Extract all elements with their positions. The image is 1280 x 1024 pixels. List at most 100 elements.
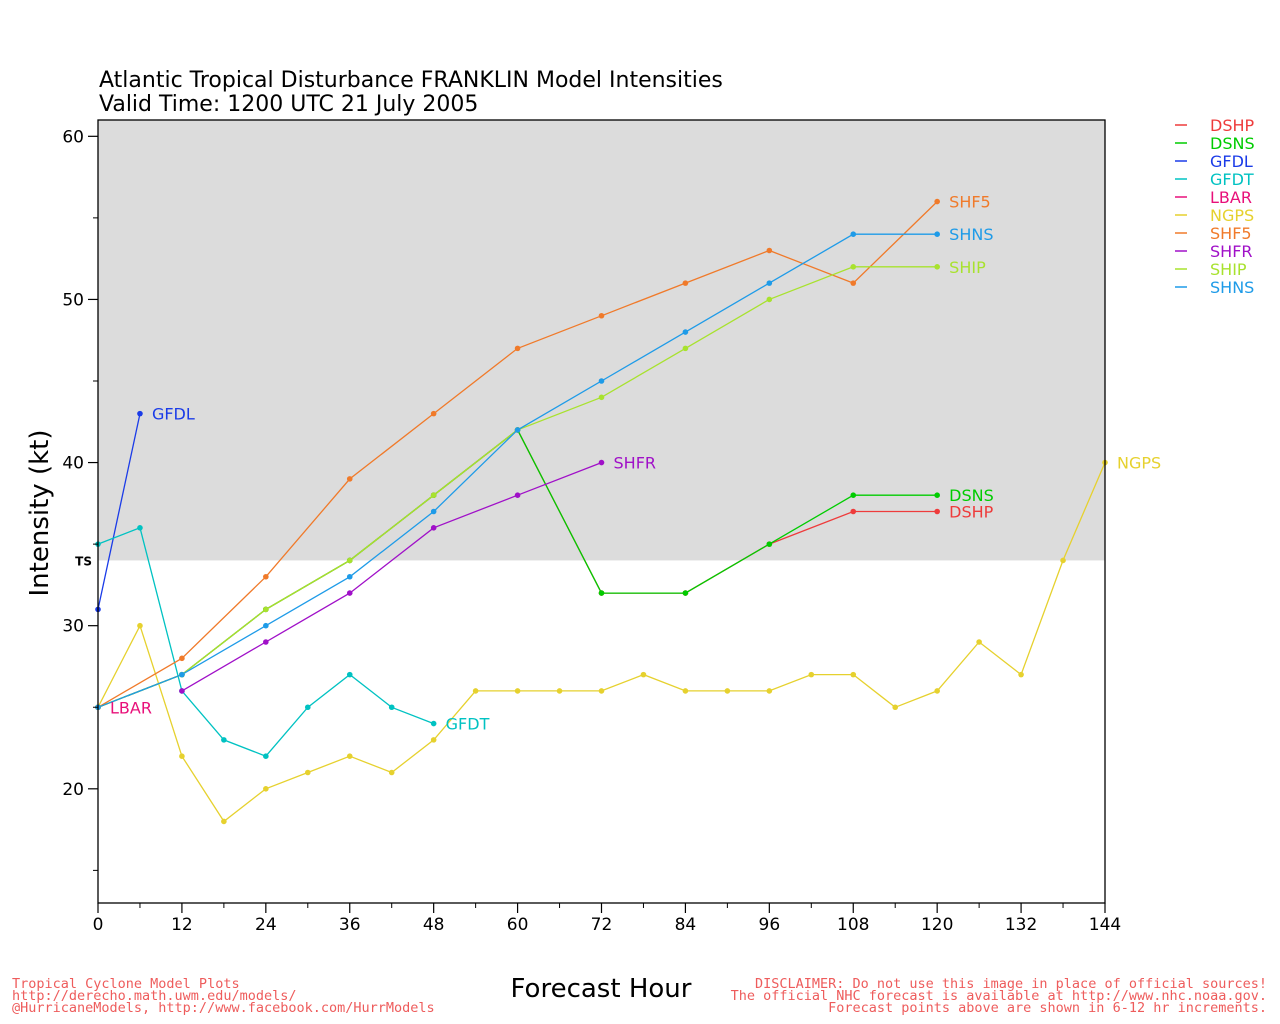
data-point-ship [346,557,353,564]
footer-right-line3: Forecast points above are shown in 6-12 … [828,1000,1267,1016]
chart-title-line1: Atlantic Tropical Disturbance FRANKLIN M… [99,68,723,93]
data-point-ngps [934,688,940,694]
series-end-label-shfr: SHFR [614,454,657,473]
data-point-shns [346,573,353,580]
series-end-label-shf5: SHF5 [949,193,991,212]
footer-right-line2: The official NHC forecast is available a… [731,988,1267,1004]
data-point-ngps [221,818,227,825]
y-tick-label: 30 [62,617,84,637]
data-point-ngps [976,639,982,645]
data-point-shns [263,622,269,629]
x-tick-label: 96 [759,915,781,935]
data-point-dshp [850,508,857,515]
footer-left-line1: Tropical Cyclone Model Plots [12,976,240,992]
data-point-shf5 [598,312,605,319]
x-tick-label: 36 [339,915,361,935]
data-point-gfdt [388,704,395,711]
y-tick-label: 40 [62,454,84,474]
series-end-label-dsns: DSNS [949,486,994,505]
data-point-dshp [934,508,940,515]
data-point-ngps [766,688,773,694]
data-point-ngps [346,753,353,759]
legend-label: DSHP [1210,116,1255,135]
data-point-shf5 [514,345,521,352]
series-shf5 [95,198,940,711]
data-point-ngps [263,786,269,792]
series-end-label-shns: SHNS [949,225,993,244]
axis-layer: 0 12 24 36 48 60 72 84 96 108 120 132 144 20 30 40 50 60 T… [62,127,1121,935]
data-point-gfdl [137,410,143,417]
data-point-ngps [724,688,731,694]
data-point-ship [682,345,689,352]
data-point-shf5 [850,280,857,286]
data-point-ship [263,606,269,613]
data-point-shf5 [179,655,185,662]
data-point-ship [430,492,437,498]
data-point-shns [682,329,689,335]
data-point-ngps [388,769,395,776]
data-point-shns [430,508,437,515]
data-point-gfdt [137,525,143,531]
footer-left-line2: http://derecho.math.uwm.edu/models/ [12,988,296,1004]
data-point-shns [514,427,521,433]
data-point-shfr [346,590,353,596]
data-point-ngps [598,688,605,694]
data-point-shns [934,231,940,237]
data-point-gfdt [263,753,269,759]
legend-label: GFDL [1210,152,1253,171]
series-line-gfdl [97,413,141,610]
footer-left-line3: @HurricaneModels, http://www.facebook.co… [12,1000,435,1016]
chart-title-line2: Valid Time: 1200 UTC 21 July 2005 [99,92,478,117]
x-tick-label: 108 [837,915,869,935]
data-point-gfdt [430,720,437,727]
x-axis-title: Forecast Hour [511,974,692,1004]
data-point-shf5 [766,247,773,254]
data-point-gfdt [221,737,227,743]
data-point-ship [598,394,605,401]
y-tick-label: 20 [62,780,84,800]
data-point-shfr [514,492,521,498]
data-point-ngps [850,671,857,678]
ts-threshold-label: TS [75,554,92,568]
data-point-ngps [514,688,521,694]
x-tick-label: 120 [921,915,953,935]
data-point-ngps [137,622,143,629]
data-point-ngps [304,769,311,776]
data-point-shns [598,378,605,384]
series-ngps [95,459,1108,825]
x-tick-label: 48 [423,915,445,935]
data-point-dsns [766,541,773,547]
data-point-shns [850,231,857,237]
y-tick-label: 60 [62,127,84,147]
data-point-ship [934,264,940,270]
data-point-shf5 [263,573,269,580]
data-point-ngps [430,737,437,743]
data-point-ship [850,264,857,270]
data-point-shf5 [682,280,689,286]
data-point-ngps [1060,557,1066,564]
data-point-ngps [808,671,815,678]
series-shfr [179,459,605,694]
x-tick-label: 12 [171,915,193,935]
data-point-shf5 [430,410,437,417]
data-point-ngps [1018,671,1024,678]
data-point-dsns [934,492,940,498]
data-point-ngps [640,671,647,678]
legend-label: SHFR [1210,242,1253,261]
legend-label: SHIP [1210,260,1247,279]
data-point-dsns [682,590,689,596]
data-point-dsns [850,492,857,498]
data-point-shfr [598,459,605,466]
series-end-label-ngps: NGPS [1117,454,1161,473]
x-tick-label: 144 [1089,915,1121,935]
data-point-shfr [179,688,185,694]
data-point-gfdt [346,671,353,678]
data-point-shfr [263,639,269,645]
legend-label: SHNS [1210,278,1254,297]
series-end-label-ship: SHIP [949,258,986,277]
series-line-shfr [181,461,602,692]
legend-label: SHF5 [1210,224,1252,243]
